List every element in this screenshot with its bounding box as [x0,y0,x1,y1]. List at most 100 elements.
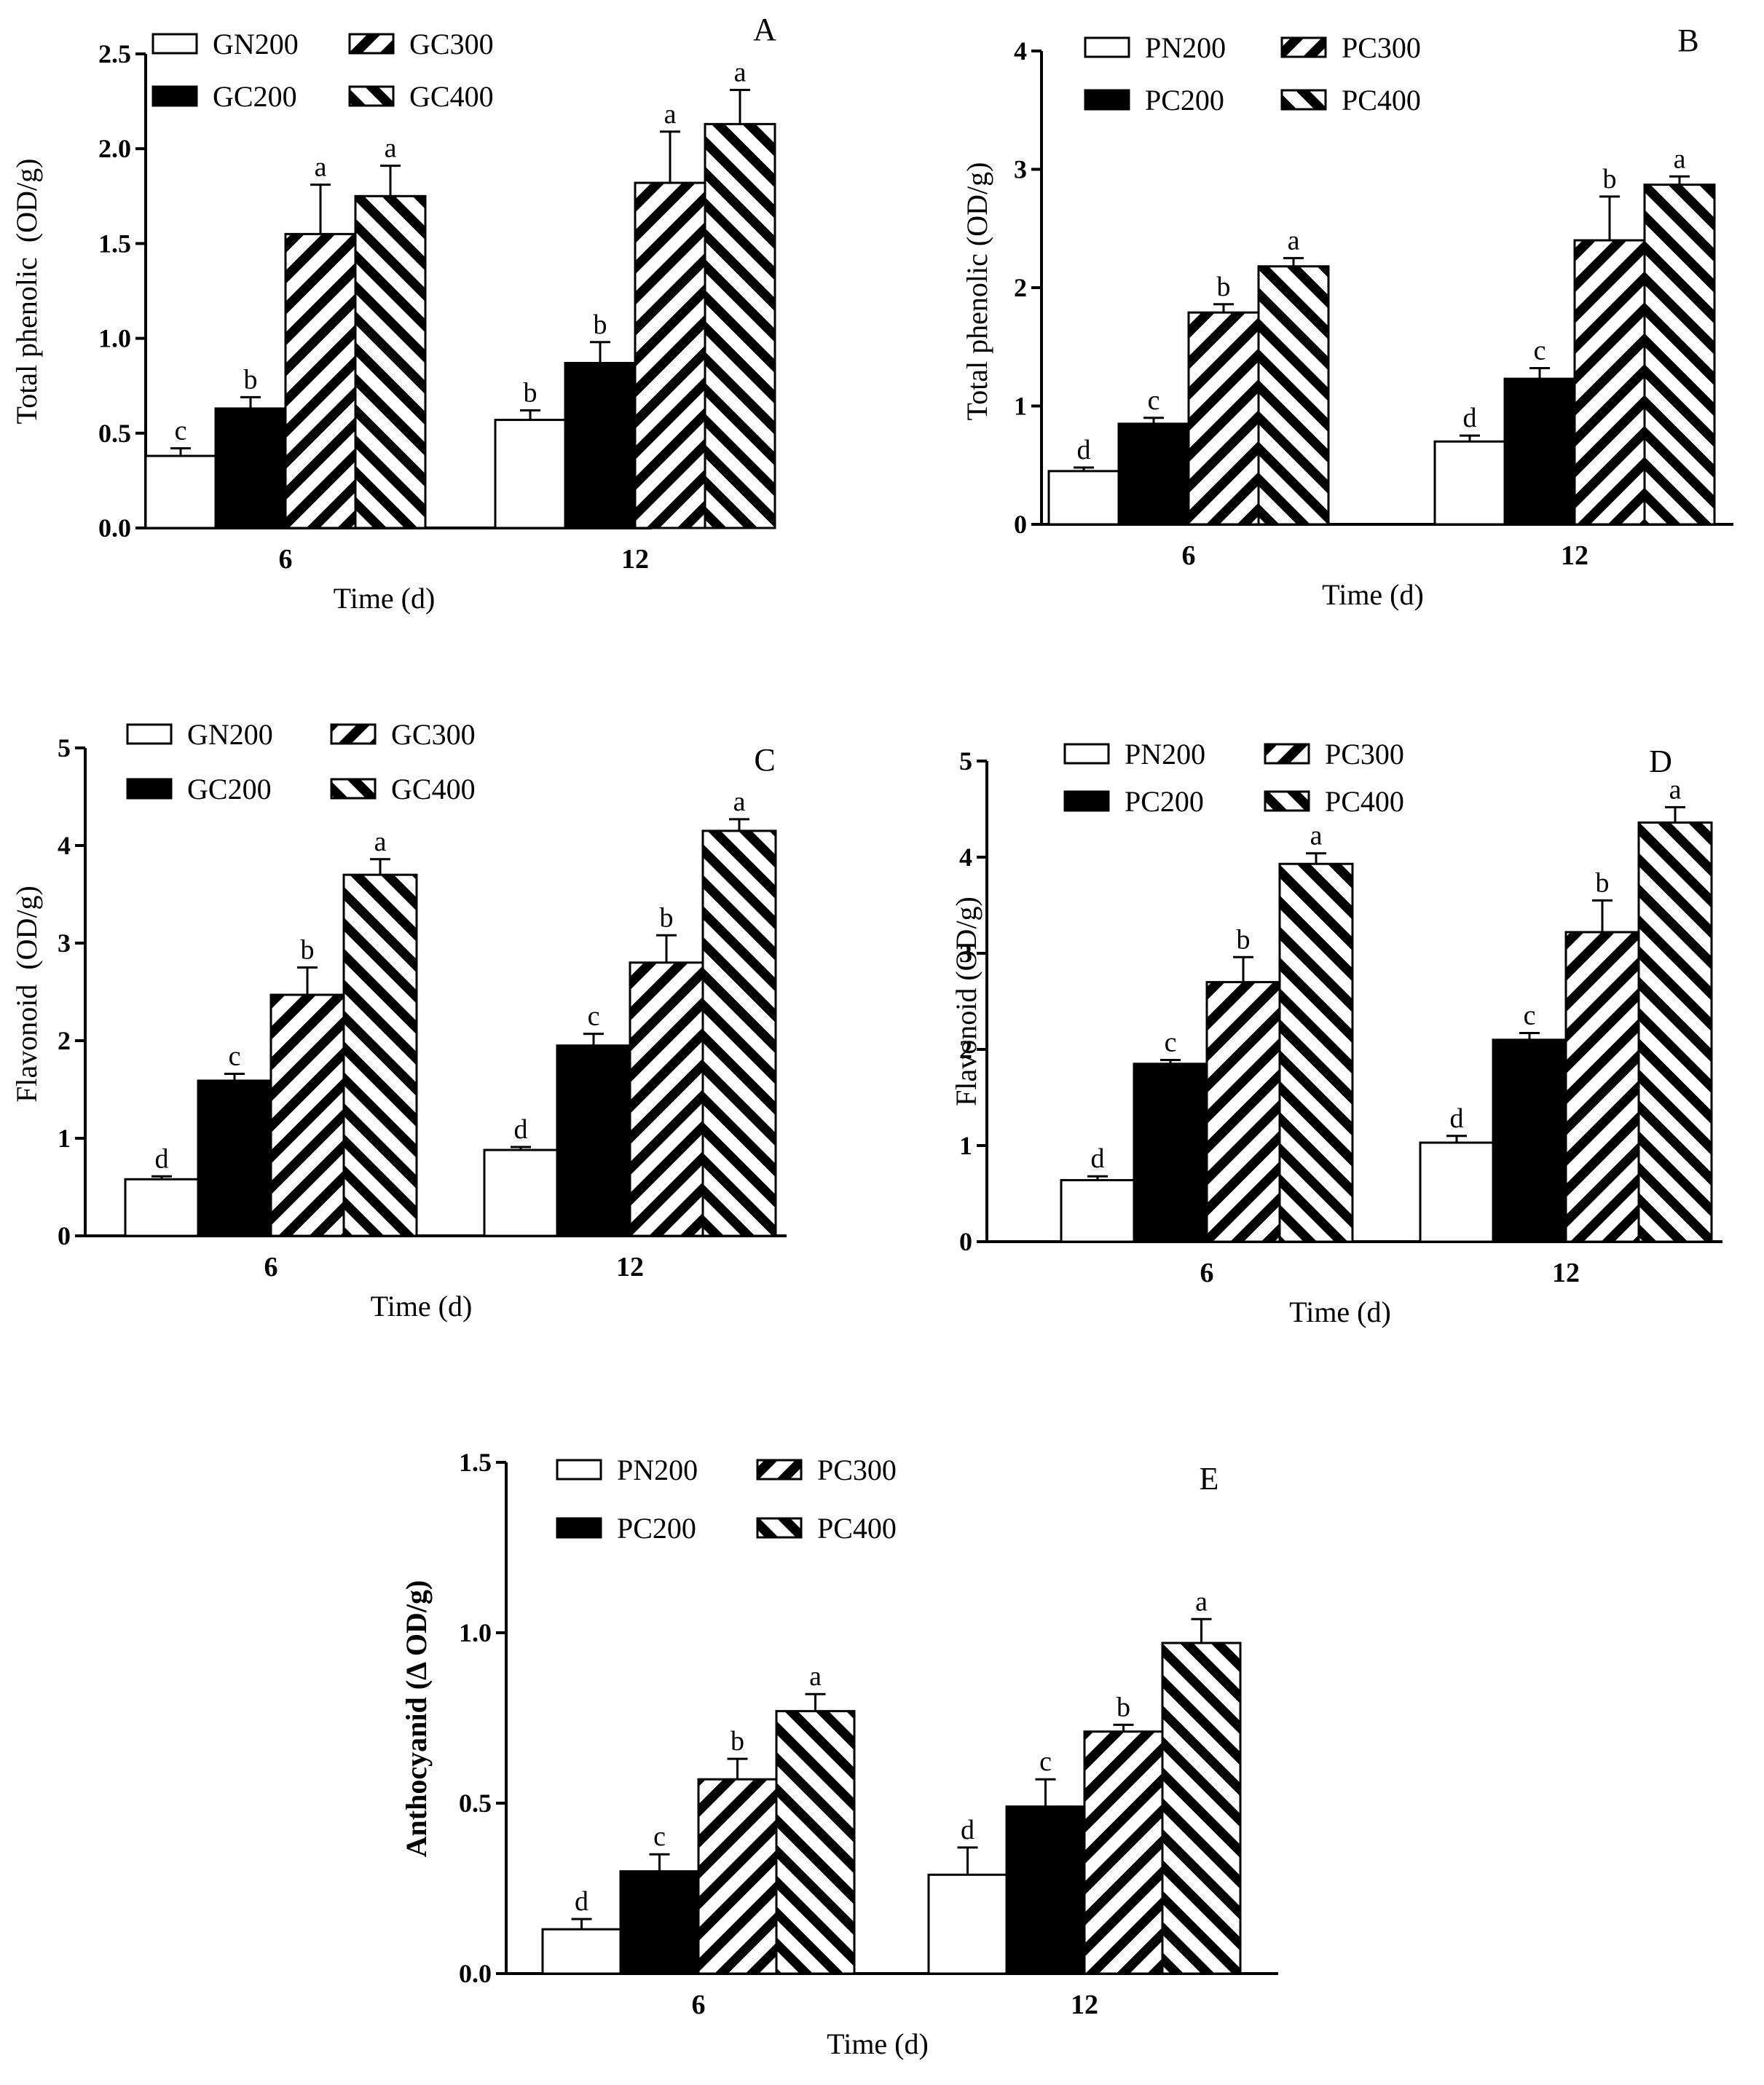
bar-pc400-day-12 [1637,821,1713,1243]
bar-pc200-day-6 [619,1870,700,1975]
legend-swatch-pn200 [1084,36,1130,58]
bar-pc300-day-6 [697,1778,778,1975]
x-category-label: 12 [1071,1990,1098,2020]
legend: GN200 GC200 GC300 GC400 [126,718,476,805]
legend-label: PC200 [1125,785,1204,818]
legend-label: GC200 [213,80,297,113]
y-tick-label: 0 [959,1227,972,1256]
significance-letter: d [1077,435,1091,465]
significance-letter: a [385,133,397,164]
y-tick-label: 5 [58,733,71,762]
significance-letter: d [575,1886,588,1917]
y-axis-title: Total phenolic (OD/g) [961,162,993,421]
bar-gc200-day-6 [214,407,287,529]
legend-label: PC300 [1325,738,1404,770]
legend-label: PC400 [1342,84,1421,117]
bar-gc400-day-12 [701,829,777,1237]
legend: PN200 PC200 PC300 PC400 [1063,738,1404,818]
x-category-label: 12 [621,544,649,575]
significance-letter: d [155,1143,169,1174]
legend-swatch-pn200 [1063,743,1110,765]
legend-label: PN200 [1125,738,1205,770]
significance-letter: b [1237,924,1251,955]
significance-letter: c [175,416,187,446]
y-tick-label: 1 [1014,392,1027,421]
legend-label: PN200 [1145,31,1226,64]
x-category-label: 6 [1182,540,1196,571]
bar-gc300-day-6 [284,232,357,529]
bar-gn200-day-12 [494,419,567,529]
legend-label: PN200 [617,1454,698,1486]
legend: PN200 PC200 PC300 PC400 [1084,31,1421,117]
legend-swatch-gc300 [348,33,395,55]
y-tick-label: 1 [58,1124,71,1153]
legend-label: GC200 [187,773,272,805]
panel-letter: A [753,12,776,47]
panel-a: 0.0 0.5 1.0 1.5 2.0 2.5 c b a a 6 b b a a 12 Time (d) Tot… [10,12,776,615]
x-category-label: 12 [616,1252,644,1282]
significance-letter: c [1039,1746,1052,1777]
legend-swatch-pc200 [1063,790,1110,812]
significance-letter: a [315,152,327,183]
bar-gc400-day-6 [354,194,427,529]
y-tick-label: 1.0 [98,324,131,353]
significance-letter: d [514,1114,528,1145]
legend-swatch-gc200 [126,778,173,800]
legend-swatch-pc400 [756,1517,803,1539]
x-axis-title: Time (d) [827,2027,929,2060]
legend-label: GN200 [187,718,273,751]
bar-pc400-day-6 [1257,265,1330,526]
significance-letter: b [301,935,315,966]
significance-letter: a [809,1661,822,1692]
bar-pc400-day-12 [1161,1641,1242,1975]
y-tick-label: 1.5 [459,1448,492,1477]
bar-pn200-day-12 [1419,1141,1495,1243]
y-tick-label: 4 [959,843,972,872]
significance-letter: c [1165,1028,1177,1058]
significance-letter: a [733,787,746,817]
bar-pn200-day-12 [927,1873,1008,1975]
bar-gc400-day-12 [704,122,776,529]
x-axis-title: Time (d) [1322,578,1424,611]
y-tick-label: 3 [58,929,71,958]
significance-letter: a [664,99,677,130]
y-tick-label: 3 [959,939,972,968]
bar-pn200-day-6 [541,1928,622,1975]
significance-letter: a [734,57,747,87]
y-tick-label: 2 [1014,273,1027,302]
significance-letter: a [1195,1586,1208,1617]
significance-letter: a [1669,774,1682,805]
bar-pc200-day-12 [1492,1038,1567,1243]
legend-swatch-gc200 [151,85,198,107]
bar-gc300-day-6 [269,993,345,1237]
bar-pn200-day-6 [1047,470,1120,526]
x-axis-title: Time (d) [371,1290,473,1323]
y-tick-label: 4 [58,831,71,860]
x-axis-title: Time (d) [1289,1296,1391,1328]
bar-gn200-day-12 [483,1148,559,1237]
y-tick-label: 0.0 [98,513,131,543]
significance-letter: a [374,827,387,857]
x-axis-title: Time (d) [334,582,436,615]
bar-pc200-day-6 [1117,422,1190,526]
significance-letter: c [588,1001,600,1032]
bar-gn200-day-6 [144,454,217,529]
legend-swatch-pc300 [1280,36,1327,58]
significance-letter: c [229,1041,241,1072]
legend-swatch-gc400 [330,778,377,800]
y-axis-title: Flavonoid (OD/g) [10,886,43,1103]
bar-pc200-day-6 [1133,1063,1208,1243]
x-category-label: 6 [279,544,293,575]
bar-pc300-day-6 [1205,981,1281,1243]
significance-letter: b [1217,272,1231,302]
y-tick-label: 4 [1014,36,1027,66]
significance-letter: b [1117,1692,1130,1722]
legend-label: GC300 [409,28,494,60]
significance-letter: c [1534,336,1546,366]
significance-letter: b [244,364,258,395]
significance-letter: b [660,902,674,933]
legend-swatch-pn200 [556,1459,602,1481]
